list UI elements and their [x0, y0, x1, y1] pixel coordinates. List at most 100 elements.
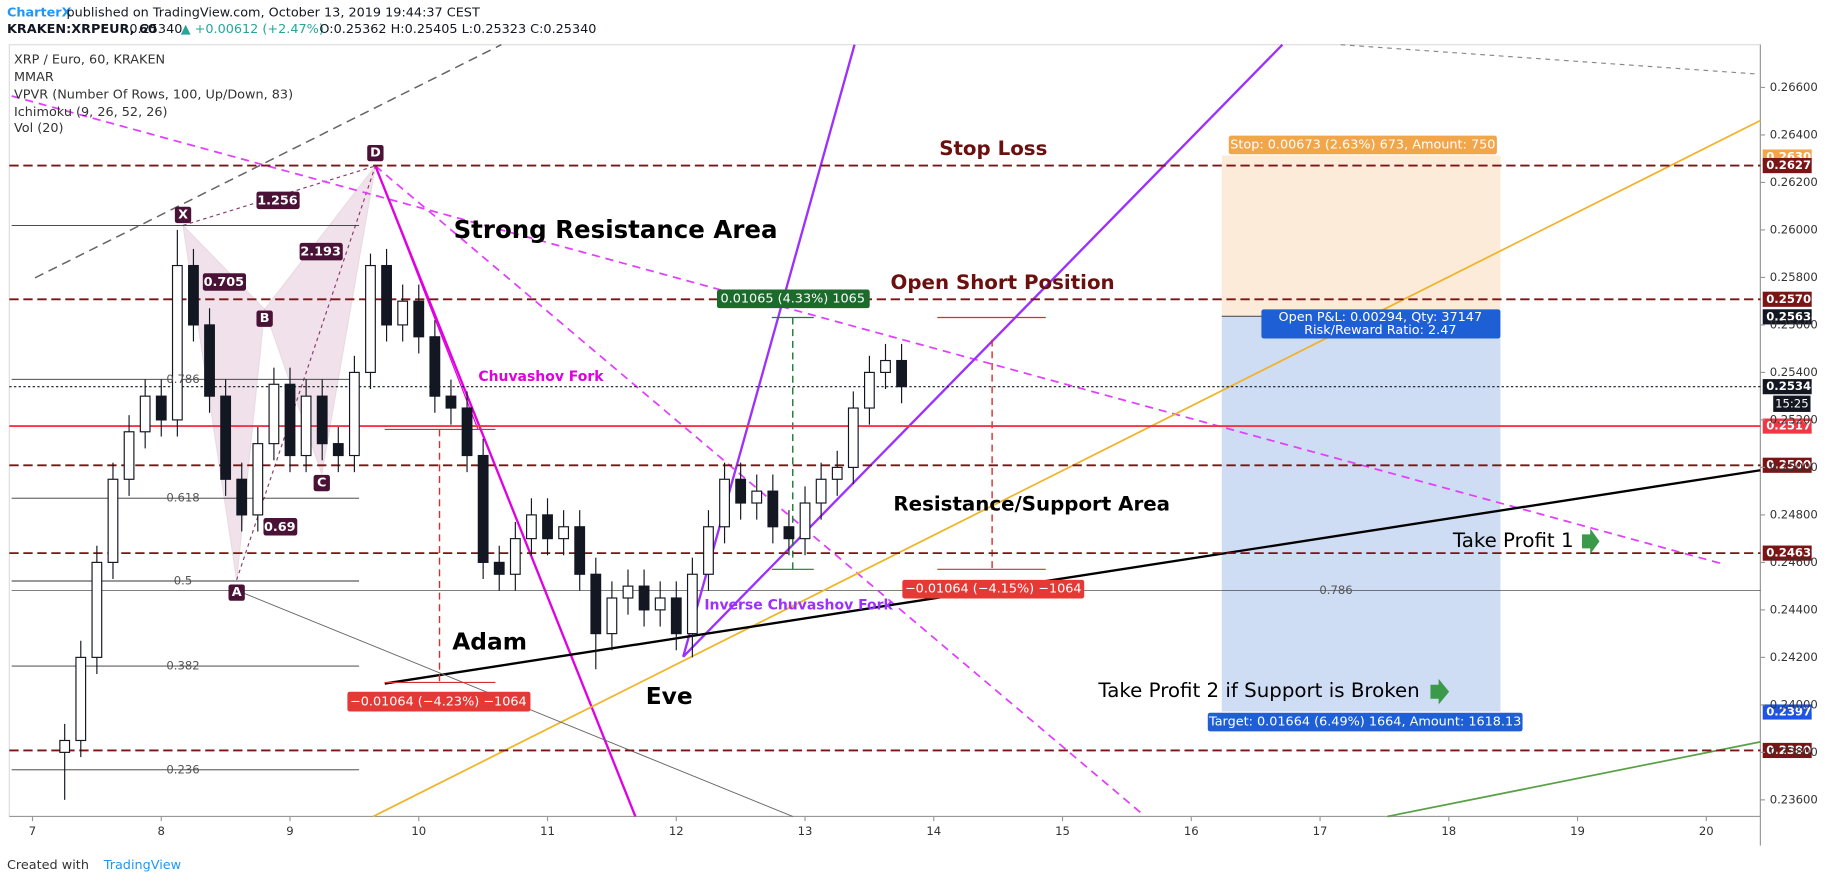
fib-label: 0.786 [1319, 583, 1352, 597]
fib-label: 0.5 [174, 573, 193, 587]
candle-body [461, 407, 473, 457]
candle-body [751, 490, 763, 504]
x-tick-label: 7 [29, 824, 36, 838]
target-label: Target: 0.01664 (6.49%) 1664, Amount: 16… [1208, 715, 1521, 730]
candle-body [284, 383, 296, 457]
candle-body [59, 739, 71, 753]
candle-body [397, 300, 409, 326]
annotation: Strong Resistance Area [454, 215, 778, 244]
candle-body [445, 395, 457, 409]
candle-body [365, 264, 376, 373]
trend-line [1387, 741, 1761, 818]
fork-line [374, 165, 479, 430]
indicator: VPVR (Number Of Rows, 100, Up/Down, 83) [14, 87, 293, 102]
pnl-label: Risk/Reward Ratio: 2.47 [1304, 323, 1456, 338]
y-tick-label: 0.26000 [1770, 222, 1818, 236]
point-label: D [370, 146, 381, 161]
countdown-box [1773, 395, 1811, 412]
indicator: Vol (20) [14, 121, 64, 136]
level-label: 0.25340 [1766, 379, 1819, 393]
footer-brand[interactable]: TradingView [103, 858, 181, 873]
y-tick-label: 0.24000 [1770, 697, 1818, 711]
fib-label: 0.382 [166, 659, 199, 673]
candle-body [574, 526, 586, 575]
candle-body [783, 526, 795, 540]
point-label: B [260, 311, 270, 326]
point-box [313, 474, 330, 492]
level-badge [1762, 742, 1812, 759]
y-tick-label: 0.23800 [1770, 745, 1818, 759]
y-tick-label: 0.24800 [1770, 507, 1818, 521]
pnl-label: Open P&L: 0.00294, Qty: 37147 [1279, 310, 1483, 325]
annotation: Resistance/Support Area [893, 493, 1170, 516]
fib-label: 0.786 [166, 372, 199, 386]
candle-body [847, 407, 859, 468]
y-tick-label: 0.25200 [1770, 412, 1818, 426]
stop-box [1228, 135, 1497, 155]
x-tick-label: 8 [158, 824, 165, 838]
fork-line [374, 165, 637, 817]
arrow-icon [1582, 528, 1600, 555]
x-tick-label: 17 [1313, 824, 1328, 838]
ratio-box [299, 242, 343, 261]
candle-body [204, 324, 215, 397]
candle-body [123, 431, 135, 480]
support-line [384, 469, 1761, 685]
trend-line [11, 95, 1726, 566]
annotation: Take Profit 1 [1452, 529, 1574, 552]
candle-body [703, 526, 714, 575]
candle-body [171, 264, 183, 421]
point-label: C [317, 476, 326, 491]
candle-body [252, 443, 264, 516]
level-label: 0.26271 [1766, 158, 1819, 172]
level-label: 0.23808 [1766, 743, 1819, 757]
candle-body [590, 573, 602, 635]
y-tick-label: 0.25000 [1770, 460, 1818, 474]
candle-body [735, 478, 747, 504]
candle-body [493, 561, 505, 575]
trend-line [372, 119, 1761, 818]
measure-box [902, 579, 1085, 599]
price: 0.25340 [129, 22, 182, 37]
candle-body [863, 371, 875, 409]
ratio-box [256, 191, 300, 210]
annotation: Stop Loss [939, 137, 1047, 160]
x-tick-label: 11 [540, 824, 555, 838]
y-tick-label: 0.24400 [1770, 602, 1818, 616]
indicator: Ichimoku (9, 26, 52, 26) [14, 105, 168, 120]
quote: KRAKEN:XRPEUR, 60 [7, 22, 157, 37]
candle-body [477, 454, 489, 563]
ratio-box [202, 273, 246, 291]
candle-body [139, 395, 151, 433]
candle-body [622, 585, 634, 599]
x-tick-label: 12 [669, 824, 684, 838]
candle-body [91, 561, 103, 658]
fib-label: 0.618 [166, 491, 199, 505]
point-box [367, 144, 384, 162]
candle-body [236, 478, 248, 516]
candle-body [381, 264, 392, 326]
stop-label: Stop: 0.00673 (2.63%) 673, Amount: 750 [1230, 137, 1495, 152]
countdown: 15:25 [1775, 396, 1809, 410]
pnl-box [1261, 309, 1501, 339]
candle-body [155, 395, 167, 421]
author[interactable]: CharterX [7, 6, 72, 21]
point-label: X [178, 207, 188, 222]
candle-body [300, 395, 312, 457]
x-tick-label: 15 [1055, 824, 1070, 838]
footer-text: Created with [7, 858, 89, 873]
candle-body [638, 585, 650, 611]
level-label: 0.25174 [1766, 419, 1819, 433]
x-tick-label: 18 [1441, 824, 1456, 838]
measure-box [716, 289, 870, 309]
ratio-label: 0.705 [204, 275, 245, 290]
indicator: MMAR [14, 70, 54, 85]
ratio-box [263, 518, 298, 536]
y-tick-label: 0.23600 [1770, 792, 1818, 806]
chart-title: XRP / Euro, 60, KRAKEN [14, 52, 165, 67]
measure-box [347, 691, 531, 712]
level-label: 0.23970 [1766, 704, 1819, 718]
candle-body [880, 359, 891, 373]
annotation: Take Profit 2 if Support is Broken [1097, 679, 1419, 702]
target-zone [1221, 316, 1501, 712]
